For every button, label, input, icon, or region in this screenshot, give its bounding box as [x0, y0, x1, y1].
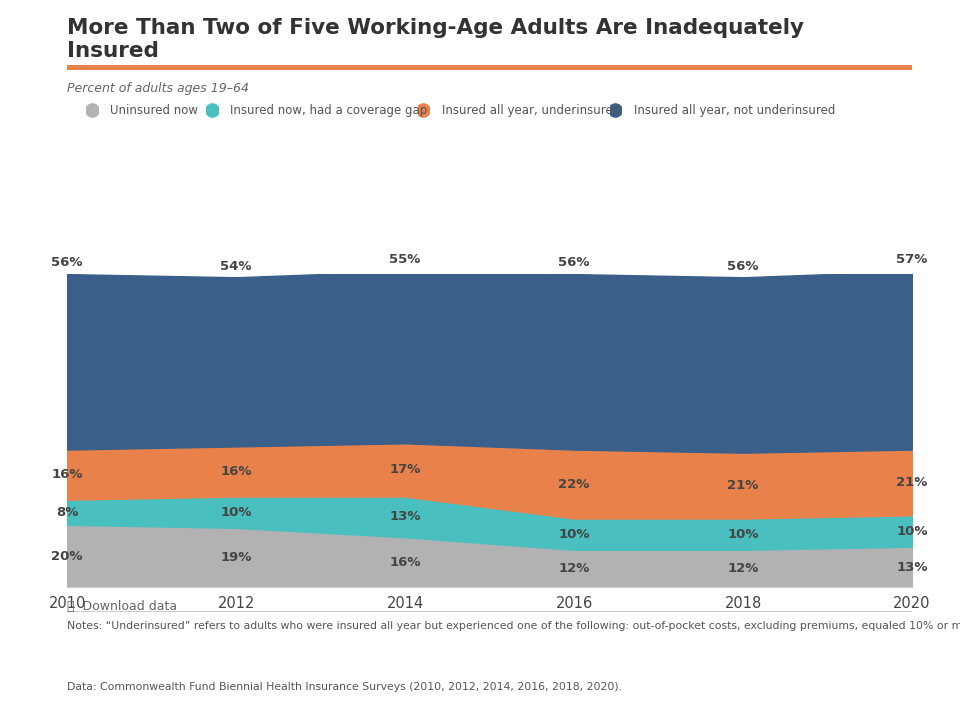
Text: 16%: 16% [221, 465, 252, 478]
Text: Insured: Insured [67, 41, 159, 61]
Text: 54%: 54% [221, 260, 252, 273]
Text: Notes: “Underinsured” refers to adults who were insured all year but experienced: Notes: “Underinsured” refers to adults w… [67, 621, 960, 631]
Text: 10%: 10% [897, 525, 927, 538]
Text: 12%: 12% [559, 562, 589, 575]
Text: 16%: 16% [390, 556, 420, 569]
Text: 10%: 10% [559, 528, 589, 540]
Text: 56%: 56% [728, 260, 758, 273]
Text: ⤓  Download data: ⤓ Download data [67, 600, 178, 612]
Text: 56%: 56% [52, 256, 83, 269]
Point [416, 105, 431, 116]
Text: 22%: 22% [559, 478, 589, 491]
Point [84, 105, 100, 116]
Text: Insured all year, underinsured: Insured all year, underinsured [442, 104, 620, 117]
Text: 20%: 20% [52, 550, 83, 562]
Text: 8%: 8% [56, 506, 79, 519]
Text: 13%: 13% [897, 560, 927, 574]
Text: 12%: 12% [728, 562, 758, 575]
Text: Insured all year, not underinsured: Insured all year, not underinsured [634, 104, 835, 117]
Text: 16%: 16% [52, 468, 83, 481]
Point [204, 105, 220, 116]
Text: 10%: 10% [728, 528, 758, 540]
Text: 10%: 10% [221, 506, 252, 519]
Text: 55%: 55% [390, 253, 420, 266]
Text: Insured now, had a coverage gap: Insured now, had a coverage gap [230, 104, 427, 117]
Text: 21%: 21% [728, 479, 758, 492]
Text: 17%: 17% [390, 464, 420, 476]
Text: Data: Commonwealth Fund Biennial Health Insurance Surveys (2010, 2012, 2014, 201: Data: Commonwealth Fund Biennial Health … [67, 682, 622, 692]
Text: 19%: 19% [221, 551, 252, 564]
Text: Percent of adults ages 19–64: Percent of adults ages 19–64 [67, 82, 250, 95]
Text: More Than Two of Five Working-Age Adults Are Inadequately: More Than Two of Five Working-Age Adults… [67, 18, 804, 38]
Text: Uninsured now: Uninsured now [110, 104, 199, 117]
Text: 13%: 13% [390, 511, 420, 523]
Text: 57%: 57% [897, 253, 927, 266]
Text: 21%: 21% [897, 476, 927, 489]
Text: 56%: 56% [559, 256, 589, 269]
Point [608, 105, 623, 116]
